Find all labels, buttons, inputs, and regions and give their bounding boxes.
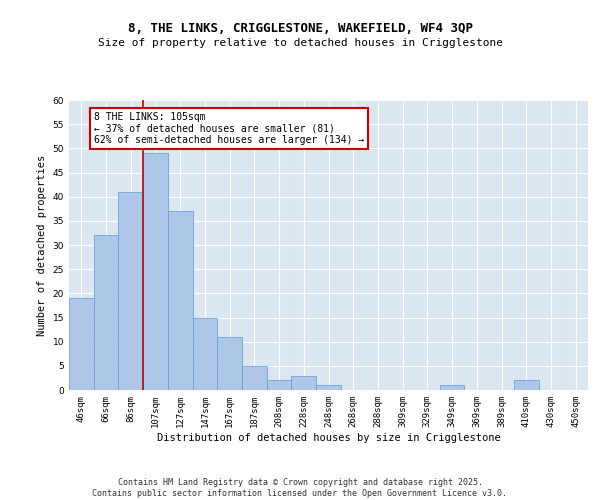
Text: 8 THE LINKS: 105sqm
← 37% of detached houses are smaller (81)
62% of semi-detach: 8 THE LINKS: 105sqm ← 37% of detached ho… <box>94 112 364 146</box>
Bar <box>193 318 217 390</box>
Bar <box>440 385 464 390</box>
Text: Contains HM Land Registry data © Crown copyright and database right 2025.
Contai: Contains HM Land Registry data © Crown c… <box>92 478 508 498</box>
Bar <box>217 337 242 390</box>
Bar <box>143 153 168 390</box>
Bar <box>514 380 539 390</box>
Text: Size of property relative to detached houses in Crigglestone: Size of property relative to detached ho… <box>97 38 503 48</box>
Bar <box>316 385 341 390</box>
Bar <box>267 380 292 390</box>
Bar <box>69 298 94 390</box>
Y-axis label: Number of detached properties: Number of detached properties <box>37 154 47 336</box>
X-axis label: Distribution of detached houses by size in Crigglestone: Distribution of detached houses by size … <box>157 432 500 442</box>
Bar <box>292 376 316 390</box>
Text: 8, THE LINKS, CRIGGLESTONE, WAKEFIELD, WF4 3QP: 8, THE LINKS, CRIGGLESTONE, WAKEFIELD, W… <box>128 22 473 36</box>
Bar <box>168 211 193 390</box>
Bar <box>118 192 143 390</box>
Bar <box>242 366 267 390</box>
Bar <box>94 236 118 390</box>
